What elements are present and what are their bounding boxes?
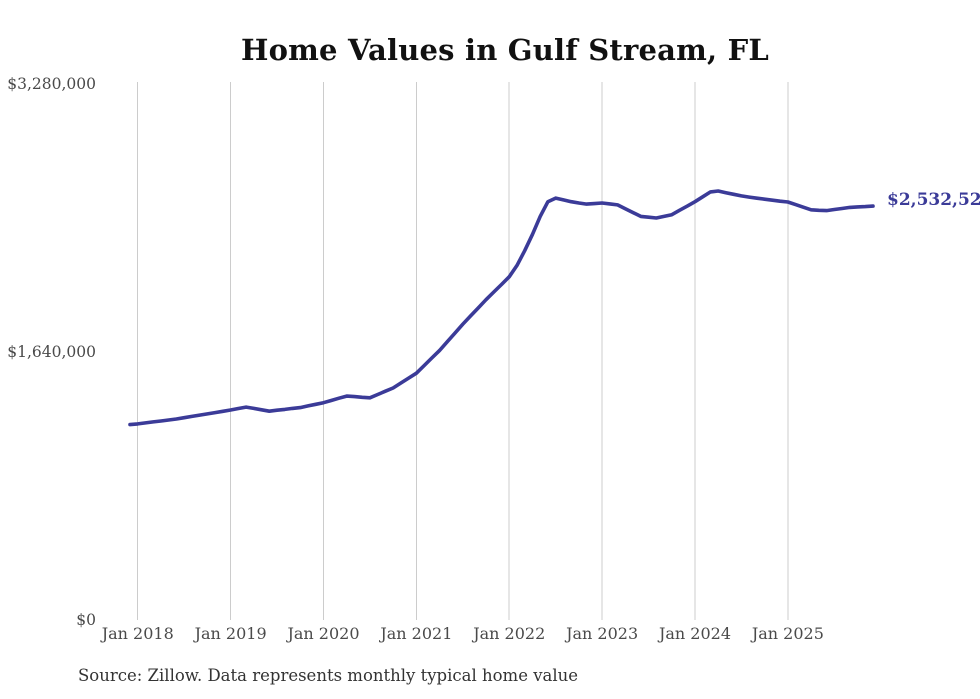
home-value-line <box>128 189 875 427</box>
x-tick-label: Jan 2024 <box>658 624 732 643</box>
latest-value-label: $2,532,523 <box>887 190 980 211</box>
x-tick-label: Jan 2022 <box>473 624 546 643</box>
y-tick-label: $1,640,000 <box>7 343 96 361</box>
y-tick-label: $0 <box>76 611 96 629</box>
x-tick-label: Jan 2025 <box>751 624 824 643</box>
x-tick-label: Jan 2018 <box>101 624 174 643</box>
x-tick-label: Jan 2019 <box>194 624 267 643</box>
chart-title: Home Values in Gulf Stream, FL <box>241 33 769 67</box>
x-tick-label: Jan 2020 <box>287 624 360 643</box>
source-note: Source: Zillow. Data represents monthly … <box>78 666 579 685</box>
x-tick-label: Jan 2023 <box>566 624 639 643</box>
y-tick-label: $3,280,000 <box>7 75 96 93</box>
x-tick-label: Jan 2021 <box>380 624 453 643</box>
vertical-gridlines <box>137 82 789 620</box>
